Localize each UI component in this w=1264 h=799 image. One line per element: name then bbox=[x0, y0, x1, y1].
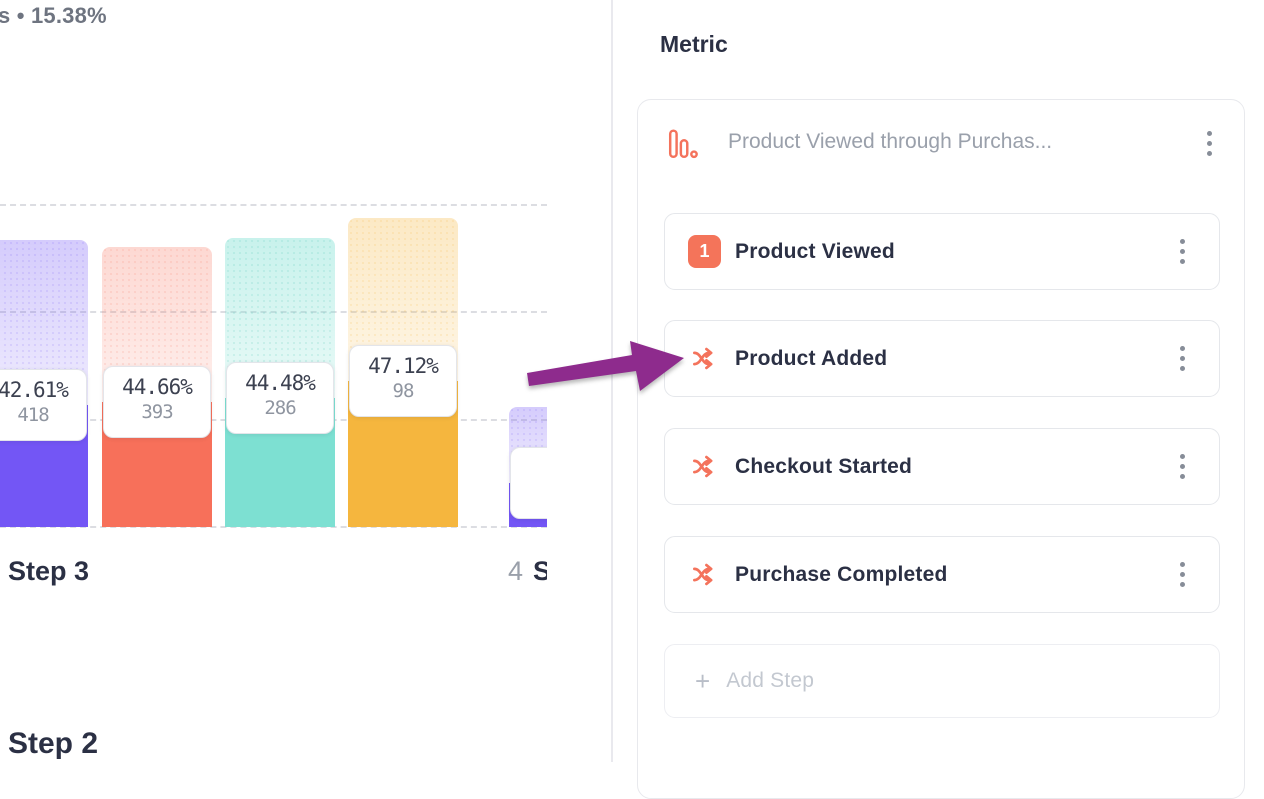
step-number: 4 bbox=[508, 556, 524, 586]
chart-gridline bbox=[0, 311, 547, 313]
section-heading-step2: Step 2 bbox=[8, 727, 99, 760]
funnel-chart-pane: s • 15.38% 42.61% 418 44.66% 393 44.48% 286 47… bbox=[0, 0, 612, 762]
metric-card: Product Viewed through Purchas... 1 Produ… bbox=[637, 99, 1245, 799]
conversion-percent: 47.12% bbox=[368, 354, 439, 378]
conversion-percent: 37 bbox=[511, 456, 547, 480]
step-number-badge: 1 bbox=[688, 235, 721, 268]
step-icon: 1 bbox=[688, 235, 721, 268]
kebab-menu-icon[interactable] bbox=[1203, 125, 1216, 162]
shuffle-icon bbox=[688, 342, 721, 375]
conversion-percent: 44.48% bbox=[245, 371, 316, 395]
conversion-count: 393 bbox=[141, 401, 173, 423]
chart-gridline bbox=[0, 204, 547, 206]
funnel-value-label: 42.61% 418 bbox=[0, 369, 87, 441]
metric-card-header[interactable]: Product Viewed through Purchas... bbox=[638, 100, 1244, 188]
kebab-menu-icon[interactable] bbox=[1176, 556, 1189, 593]
step-name: Step 3 bbox=[8, 556, 90, 586]
conversion-count: 418 bbox=[17, 404, 49, 426]
plus-icon: + bbox=[695, 666, 711, 696]
shuffle-icon bbox=[688, 450, 721, 483]
metric-title: Product Viewed through Purchas... bbox=[728, 130, 1053, 153]
conversion-percent: 42.61% bbox=[0, 378, 69, 402]
funnel-chart: 42.61%41844.66%39344.48%28647.12%9837Ste… bbox=[0, 0, 547, 762]
funnel-chart-icon bbox=[667, 128, 699, 165]
add-step-button[interactable]: + Add Step bbox=[664, 644, 1220, 718]
x-axis-label: Step 3 bbox=[8, 556, 89, 587]
chart-gridline bbox=[0, 526, 547, 528]
kebab-menu-icon[interactable] bbox=[1176, 233, 1189, 270]
step-label: Checkout Started bbox=[735, 454, 913, 478]
step-label: Purchase Completed bbox=[735, 562, 948, 586]
metric-step-row[interactable]: Purchase Completed bbox=[664, 536, 1220, 613]
shuffle-icon bbox=[688, 558, 721, 591]
conversion-count: 98 bbox=[392, 380, 415, 402]
funnel-value-label: 47.12% 98 bbox=[349, 345, 457, 417]
step-label: Product Viewed bbox=[735, 239, 895, 263]
metric-step-row[interactable]: 1 Product Viewed bbox=[664, 213, 1220, 290]
step-name: Step 4 bbox=[533, 556, 547, 586]
add-step-label: Add Step bbox=[726, 669, 815, 692]
kebab-menu-icon[interactable] bbox=[1176, 340, 1189, 377]
funnel-value-label: 44.66% 393 bbox=[103, 366, 211, 438]
conversion-summary-text: s • 15.38% bbox=[0, 3, 107, 28]
metric-step-row[interactable]: Checkout Started bbox=[664, 428, 1220, 505]
metric-panel: Metric Product Viewed through Purchas...… bbox=[613, 0, 1264, 799]
funnel-value-label: 44.48% 286 bbox=[226, 362, 334, 434]
funnel-value-label: 37 bbox=[510, 447, 547, 519]
step-label: Product Added bbox=[735, 346, 888, 370]
metric-panel-title: Metric bbox=[660, 31, 728, 57]
conversion-count: 286 bbox=[264, 397, 296, 419]
metric-step-row[interactable]: Product Added bbox=[664, 320, 1220, 397]
conversion-percent: 44.66% bbox=[122, 375, 193, 399]
x-axis-label: 4 Step 4 bbox=[508, 556, 547, 587]
kebab-menu-icon[interactable] bbox=[1176, 448, 1189, 485]
